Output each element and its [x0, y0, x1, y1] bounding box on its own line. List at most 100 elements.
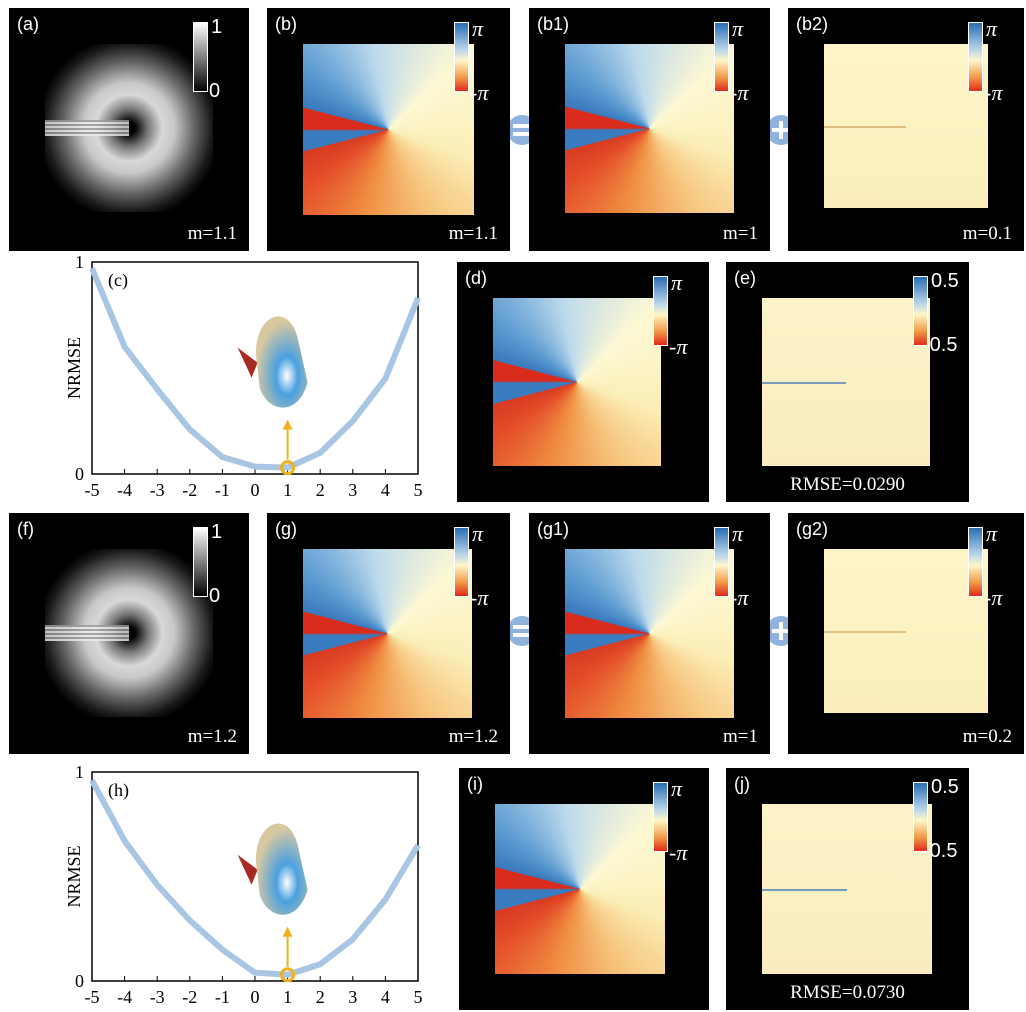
panel-caption: m=0.1 — [963, 223, 1012, 245]
panel-caption: RMSE=0.0290 — [726, 474, 969, 496]
x-tick-label: 1 — [283, 987, 292, 1007]
x-tick-label: 4 — [381, 987, 390, 1007]
colorbar-min-label: -π — [730, 585, 748, 611]
panel-label: (d) — [465, 268, 487, 289]
colorbar — [193, 527, 208, 597]
error-map — [762, 298, 930, 466]
intensity-map — [45, 549, 213, 717]
x-tick-label: 5 — [414, 987, 423, 1007]
x-tick-label: 2 — [316, 987, 325, 1007]
image-panel: (j)RMSE=0.07300.5-0.5 — [726, 768, 969, 1010]
intensity-map — [45, 44, 213, 212]
image-panel: (i)π-π — [459, 768, 709, 1010]
residual-line — [762, 889, 847, 891]
colorbar — [714, 22, 729, 92]
colorbar-min-label: 0 — [209, 80, 220, 103]
colorbar-max-label: π — [732, 521, 743, 547]
residual-line — [824, 631, 906, 633]
y-tick-label: 1 — [75, 252, 84, 272]
panel-caption: m=1.2 — [449, 726, 498, 748]
colorbar — [653, 782, 668, 852]
y-tick-label: 0 — [75, 971, 84, 991]
panel-label: (i) — [467, 774, 483, 795]
chart-label: (h) — [108, 780, 129, 801]
plot-frame — [92, 772, 418, 981]
panel-label: (b) — [275, 14, 297, 35]
x-tick-label: -4 — [117, 480, 132, 500]
x-tick-label: 5 — [414, 480, 423, 500]
phase-wedge — [303, 108, 389, 152]
x-tick-label: 3 — [348, 987, 357, 1007]
panel-label: (b1) — [537, 14, 569, 35]
x-tick-label: 0 — [251, 987, 260, 1007]
colorbar-max-label: 0.5 — [931, 270, 959, 293]
panel-label: (g1) — [537, 519, 569, 540]
colorbar-max-label: π — [732, 16, 743, 42]
colorbar-min-label: -π — [669, 334, 687, 360]
phase-map — [565, 549, 734, 718]
figure: -5-4-3-2-101234501NRMSE(c)-5-4-3-2-10123… — [0, 0, 1026, 1012]
colorbar-min-label: -0.5 — [923, 334, 957, 357]
phase-map — [495, 804, 665, 974]
image-panel: (g1) m=1 π -π — [529, 513, 770, 754]
colorbar-min-label: -π — [669, 840, 687, 866]
panel-label: (j) — [734, 774, 750, 795]
x-tick-label: -2 — [182, 987, 197, 1007]
colorbar-max-label: π — [472, 16, 483, 42]
phase-wedge — [303, 612, 388, 656]
panel-caption: m=1.1 — [188, 223, 237, 245]
image-panel: (f) m=1.2 1 0 — [9, 513, 249, 754]
y-axis-label: NRMSE — [64, 845, 84, 907]
phase-map — [303, 549, 472, 718]
x-tick-label: -1 — [215, 480, 230, 500]
colorbar — [193, 22, 208, 92]
image-panel: (g) m=1.2 π -π — [267, 513, 510, 754]
x-tick-label: 4 — [381, 480, 390, 500]
y-tick-label: 1 — [75, 762, 84, 782]
colorbar — [653, 276, 668, 346]
image-panel: (e) RMSE=0.0290 0.5 -0.5 — [726, 262, 969, 502]
colorbar-max-label: π — [986, 16, 997, 42]
panel-caption: m=1.1 — [449, 223, 498, 245]
colorbar-min-label: -π — [470, 585, 488, 611]
phase-wedge — [495, 867, 580, 911]
x-tick-label: 0 — [251, 480, 260, 500]
x-tick-label: -5 — [85, 480, 100, 500]
y-tick-label: 0 — [75, 464, 84, 484]
image-panel: (d)π-π — [457, 262, 709, 502]
panel-caption: m=1 — [723, 223, 758, 245]
panel-label: (b2) — [796, 14, 828, 35]
colorbar-min-label: -π — [984, 585, 1002, 611]
x-tick-label: -3 — [150, 480, 165, 500]
panel-caption: RMSE=0.0730 — [726, 982, 969, 1004]
colorbar — [968, 22, 983, 92]
phase-wedge — [493, 360, 577, 404]
colorbar — [714, 527, 729, 597]
chart-label: (c) — [108, 270, 128, 291]
panel-caption: m=1 — [723, 726, 758, 748]
colorbar-max-label: π — [472, 521, 483, 547]
x-tick-label: 2 — [316, 480, 325, 500]
residual-map — [824, 44, 988, 208]
phase-wedge — [565, 612, 650, 656]
panel-label: (f) — [17, 519, 34, 540]
colorbar-max-label: 0.5 — [931, 776, 959, 799]
colorbar — [968, 527, 983, 597]
panel-caption: m=1.2 — [188, 726, 237, 748]
colorbar-min-label: 0 — [209, 585, 220, 608]
phase-map — [303, 44, 474, 215]
residual-map — [824, 549, 988, 713]
colorbar-max-label: 1 — [211, 16, 222, 39]
residual-line — [762, 382, 846, 384]
panel-label: (g) — [275, 519, 297, 540]
x-tick-label: 1 — [283, 480, 292, 500]
colorbar-max-label: 1 — [211, 521, 222, 544]
error-map — [762, 804, 932, 974]
panel-caption: m=0.2 — [963, 726, 1012, 748]
panel-label: (a) — [17, 14, 39, 35]
panel-label: (e) — [734, 268, 756, 289]
